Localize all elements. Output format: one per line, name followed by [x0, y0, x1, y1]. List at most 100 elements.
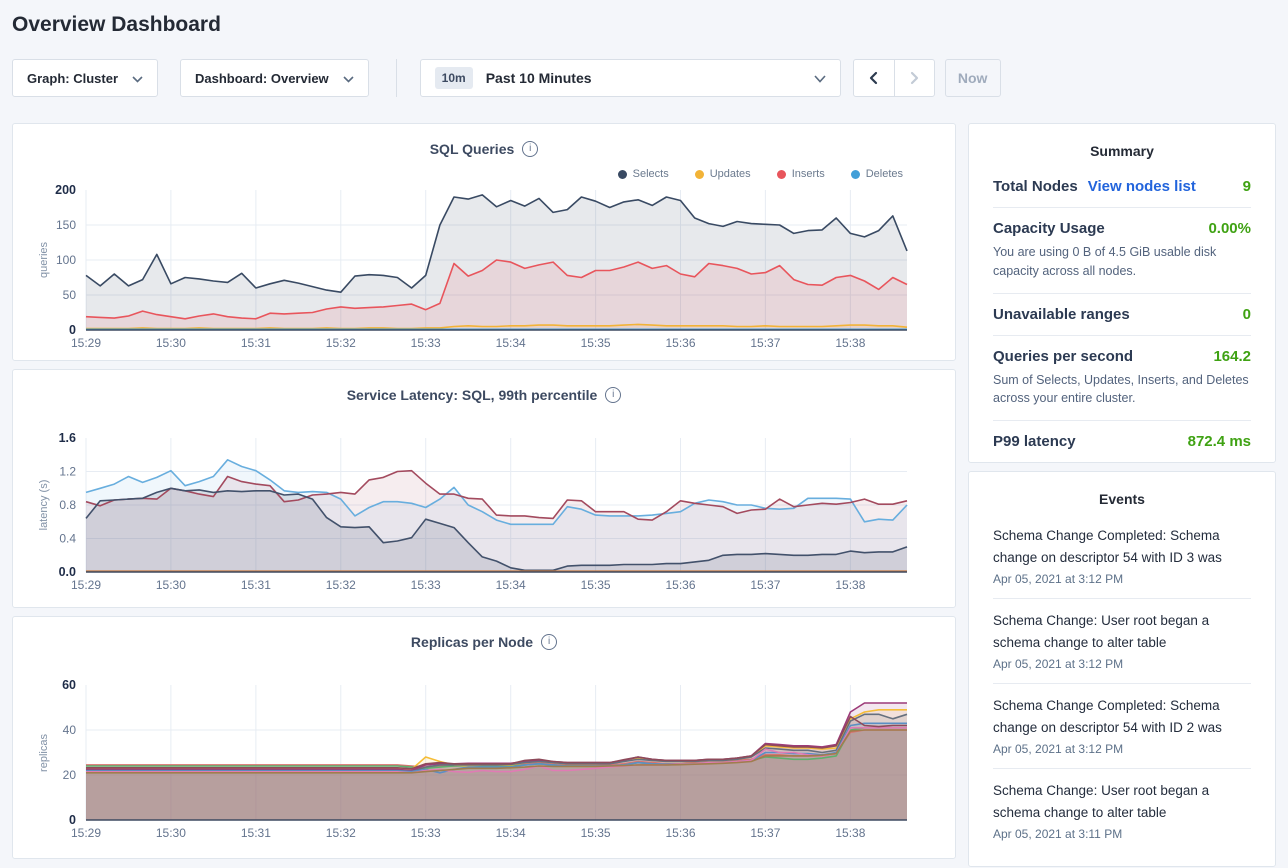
summary-description: Sum of Selects, Updates, Inserts, and De… [993, 372, 1249, 406]
event-item: Schema Change: User root began a schema … [993, 769, 1251, 853]
svg-text:15:35: 15:35 [581, 826, 611, 840]
svg-text:15:33: 15:33 [411, 336, 441, 350]
chart-title: Service Latency: SQL, 99th percentile [346, 387, 598, 403]
legend-label: Deletes [865, 168, 903, 180]
main-layout: SQL Queries i Selects Updates Inserts De… [12, 123, 1276, 867]
summary-panel: Summary Total Nodes View nodes list 9 Ca… [968, 123, 1276, 463]
summary-value: 164.2 [1213, 347, 1251, 365]
event-item: Schema Change Completed: Schema change o… [993, 514, 1251, 599]
time-window-badge: 10m [434, 67, 473, 89]
chevron-down-icon [343, 71, 354, 86]
chart-title: SQL Queries [429, 141, 515, 157]
svg-text:200: 200 [55, 183, 76, 197]
svg-text:15:35: 15:35 [581, 578, 611, 592]
chart-header: Replicas per Node i [13, 634, 955, 650]
svg-text:1.2: 1.2 [59, 465, 76, 479]
chart-header: SQL Queries i [13, 141, 955, 157]
event-timestamp: Apr 05, 2021 at 3:12 PM [993, 572, 1124, 586]
chevron-down-icon [132, 71, 143, 86]
svg-text:15:37: 15:37 [750, 826, 780, 840]
summary-value: 0.00% [1208, 220, 1251, 237]
summary-label: Total Nodes [993, 178, 1078, 195]
graph-dropdown[interactable]: Graph: Cluster [12, 59, 159, 97]
summary-title: Summary [1090, 143, 1154, 159]
event-text: Schema Change: User root began a schema … [993, 783, 1210, 820]
svg-text:150: 150 [56, 218, 76, 232]
replicas-per-node-chart[interactable]: 15:29 15:30 15:31 15:32 15:33 15:34 15:35 15:36… [13, 617, 955, 858]
sidebar-column: Summary Total Nodes View nodes list 9 Ca… [968, 123, 1276, 867]
svg-text:15:33: 15:33 [411, 578, 441, 592]
svg-text:1.6: 1.6 [59, 431, 76, 445]
events-panel: Events Schema Change Completed: Schema c… [968, 471, 1276, 867]
legend-dot [776, 169, 786, 179]
event-timestamp: Apr 05, 2021 at 3:12 PM [993, 657, 1124, 671]
chart-legend: Selects Updates Inserts Deletes [617, 168, 903, 180]
svg-text:20: 20 [63, 768, 77, 782]
svg-text:latency (s): latency (s) [38, 480, 50, 531]
toolbar-divider [395, 59, 397, 97]
svg-text:15:29: 15:29 [71, 578, 101, 592]
summary-value: 0 [1242, 305, 1251, 323]
svg-text:15:37: 15:37 [750, 578, 780, 592]
legend-label: Updates [709, 168, 751, 180]
time-window-selector[interactable]: 10m Past 10 Minutes [419, 59, 841, 97]
event-text: Schema Change Completed: Schema change o… [993, 528, 1222, 565]
svg-text:0.4: 0.4 [59, 532, 76, 546]
now-button[interactable]: Now [944, 59, 1001, 97]
svg-text:15:34: 15:34 [496, 578, 526, 592]
event-item: Schema Change Completed: Schema change o… [993, 684, 1251, 769]
view-nodes-list-link[interactable]: View nodes list [1087, 178, 1196, 195]
svg-text:0: 0 [69, 323, 76, 337]
summary-label: Unavailable ranges [993, 305, 1130, 323]
event-text: Schema Change Completed: Schema change o… [993, 698, 1222, 735]
time-pager [852, 59, 935, 97]
dashboard-dropdown-label: Dashboard: Overview [195, 70, 329, 86]
svg-text:15:36: 15:36 [665, 336, 695, 350]
event-item: Schema Change: User root began a schema … [993, 599, 1251, 684]
legend-item-deletes: Deletes [850, 168, 903, 180]
summary-row-queries-per-second: Queries per second 164.2 Sum of Selects,… [993, 336, 1251, 421]
svg-text:0.8: 0.8 [59, 498, 76, 512]
summary-value: 9 [1242, 178, 1251, 195]
service-latency-chart[interactable]: 15:29 15:30 15:31 15:32 15:33 15:34 15:35 15:36… [13, 370, 955, 607]
svg-text:15:31: 15:31 [241, 336, 271, 350]
legend-label: Selects [632, 168, 669, 180]
info-icon[interactable]: i [522, 141, 539, 157]
svg-text:15:38: 15:38 [835, 578, 865, 592]
info-icon[interactable]: i [541, 634, 558, 650]
svg-text:queries: queries [38, 241, 50, 278]
summary-row-unavailable-ranges: Unavailable ranges 0 [993, 294, 1251, 336]
svg-text:15:30: 15:30 [156, 336, 186, 350]
event-timestamp: Apr 05, 2021 at 3:12 PM [993, 742, 1124, 756]
svg-text:15:32: 15:32 [326, 826, 356, 840]
svg-text:0.0: 0.0 [59, 565, 76, 579]
sql-queries-chart[interactable]: 15:29 15:30 15:31 15:32 15:33 15:34 15:35 15:36… [13, 124, 955, 360]
dashboard-dropdown[interactable]: Dashboard: Overview [180, 59, 369, 97]
svg-text:15:31: 15:31 [241, 578, 271, 592]
event-timestamp: Apr 05, 2021 at 3:11 PM [993, 827, 1123, 841]
legend-dot [850, 169, 860, 179]
svg-text:15:32: 15:32 [326, 578, 356, 592]
time-window-label: Past 10 Minutes [485, 70, 592, 86]
svg-text:15:33: 15:33 [411, 826, 441, 840]
info-icon[interactable]: i [605, 387, 622, 403]
svg-text:15:38: 15:38 [835, 336, 865, 350]
events-title: Events [1099, 491, 1145, 507]
time-prev-button[interactable] [854, 60, 894, 96]
graph-dropdown-label: Graph: Cluster [27, 70, 119, 86]
svg-text:15:36: 15:36 [665, 578, 695, 592]
svg-text:15:29: 15:29 [71, 826, 101, 840]
summary-row-p99-latency: P99 latency 872.4 ms [993, 421, 1251, 462]
svg-text:15:34: 15:34 [496, 826, 526, 840]
svg-text:15:36: 15:36 [665, 826, 695, 840]
time-next-button[interactable] [893, 60, 934, 96]
svg-text:15:32: 15:32 [326, 336, 356, 350]
svg-text:50: 50 [63, 288, 77, 302]
summary-description: You are using 0 B of 4.5 GiB usable disk… [993, 245, 1217, 278]
toolbar: Graph: Cluster Dashboard: Overview 10m P… [12, 59, 1288, 97]
chart-card-replicas-per-node: Replicas per Node i 15:29 15:30 15:31 15:32… [12, 616, 956, 859]
svg-text:15:37: 15:37 [750, 336, 780, 350]
summary-row-capacity-usage: Capacity Usage 0.00% You are using 0 B o… [993, 208, 1251, 294]
svg-text:15:30: 15:30 [156, 578, 186, 592]
svg-text:15:34: 15:34 [496, 336, 526, 350]
